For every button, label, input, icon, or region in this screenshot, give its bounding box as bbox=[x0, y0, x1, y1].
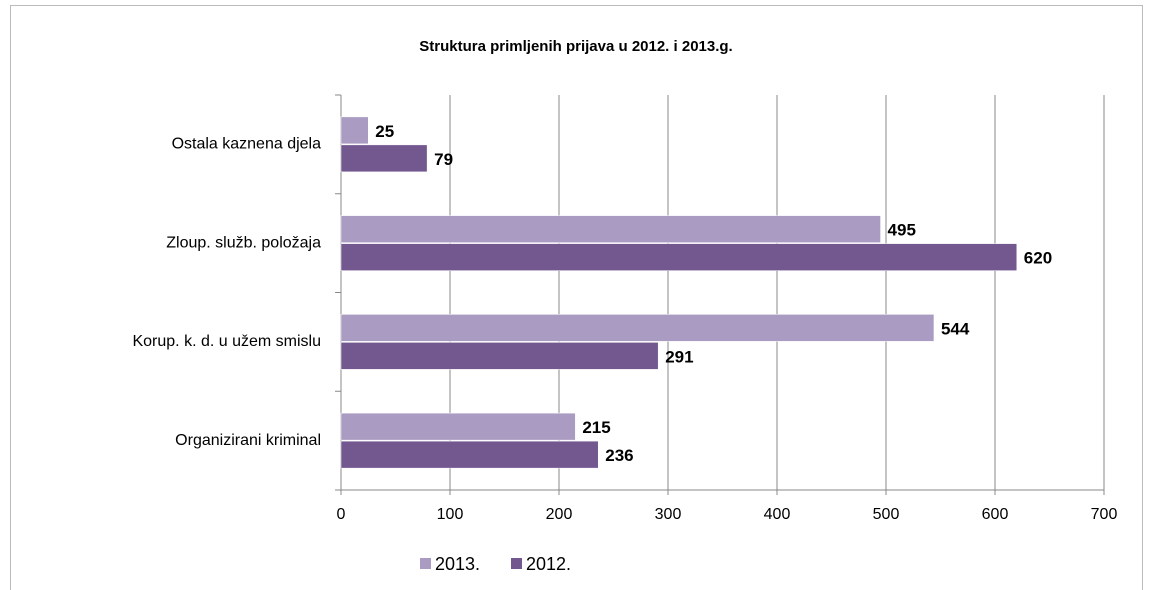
y-tick-label: Ostala kaznena djela bbox=[172, 136, 322, 153]
data-label: 544 bbox=[941, 319, 970, 338]
chart-border bbox=[10, 5, 1143, 590]
x-tick-label: 0 bbox=[337, 506, 346, 523]
legend-label: 2013. bbox=[435, 554, 480, 574]
x-tick-label: 100 bbox=[437, 506, 464, 523]
legend-label: 2012. bbox=[526, 554, 571, 574]
bar bbox=[340, 144, 428, 173]
x-tick-label: 500 bbox=[873, 506, 900, 523]
bar bbox=[340, 243, 1018, 271]
legend-swatch bbox=[511, 558, 522, 569]
bar bbox=[340, 215, 881, 243]
data-label: 620 bbox=[1024, 249, 1052, 268]
bar bbox=[340, 440, 599, 469]
y-tick-label: Zloup. služb. položaja bbox=[166, 234, 321, 251]
x-tick-label: 600 bbox=[982, 506, 1009, 523]
x-tick-label: 400 bbox=[764, 506, 791, 523]
chart-title: Struktura primljenih prijava u 2012. i 2… bbox=[419, 38, 732, 55]
y-tick-label: Organizirani kriminal bbox=[175, 432, 321, 449]
data-label: 495 bbox=[888, 221, 916, 240]
x-tick-label: 700 bbox=[1091, 506, 1118, 523]
data-label: 236 bbox=[605, 446, 633, 465]
data-label: 291 bbox=[665, 347, 693, 366]
bar bbox=[340, 342, 659, 370]
bar bbox=[340, 116, 369, 145]
legend-swatch bbox=[420, 558, 431, 569]
data-label: 25 bbox=[375, 122, 394, 141]
bar bbox=[340, 412, 576, 441]
x-tick-label: 200 bbox=[546, 506, 573, 523]
bar bbox=[340, 314, 935, 342]
y-tick-label: Korup. k. d. u užem smislu bbox=[132, 333, 321, 350]
data-label: 79 bbox=[434, 150, 453, 169]
x-tick-label: 300 bbox=[655, 506, 682, 523]
data-label: 215 bbox=[582, 418, 610, 437]
